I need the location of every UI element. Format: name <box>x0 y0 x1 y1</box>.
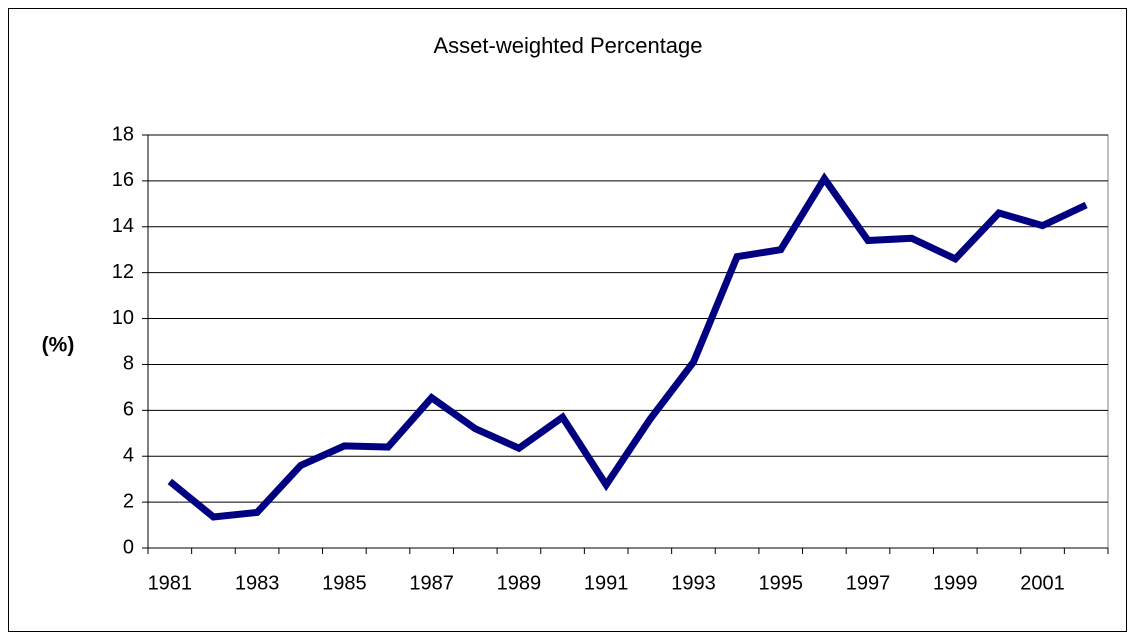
x-tick-label: 1983 <box>235 572 280 594</box>
chart-title: Asset-weighted Percentage <box>433 33 702 58</box>
y-tick-label: 12 <box>112 261 134 283</box>
data-line <box>167 172 1088 521</box>
y-tick-label: 4 <box>123 445 134 467</box>
x-tick-label: 1981 <box>148 572 193 594</box>
x-tick-label: 1985 <box>322 572 367 594</box>
y-axis-label: (%) <box>42 334 75 357</box>
x-tick-label: 1997 <box>846 572 891 594</box>
x-tick-label: 1993 <box>671 572 716 594</box>
x-tick-label: 2001 <box>1020 572 1065 594</box>
plot-area <box>147 134 1109 549</box>
x-tick-label: 1987 <box>409 572 454 594</box>
y-tick-label: 14 <box>112 215 134 237</box>
y-tick-label: 10 <box>112 307 134 329</box>
y-tick-label: 16 <box>112 169 134 191</box>
x-tick-label: 1995 <box>758 572 803 594</box>
y-tick-label: 0 <box>123 536 134 558</box>
y-tick-label: 6 <box>123 399 134 421</box>
y-tick-label: 2 <box>123 490 134 512</box>
y-tick-label: 8 <box>123 353 134 375</box>
x-tick-label: 1989 <box>497 572 542 594</box>
x-tick-label: 1991 <box>584 572 629 594</box>
x-tick-label: 1999 <box>933 572 978 594</box>
y-tick-label: 18 <box>112 123 134 145</box>
